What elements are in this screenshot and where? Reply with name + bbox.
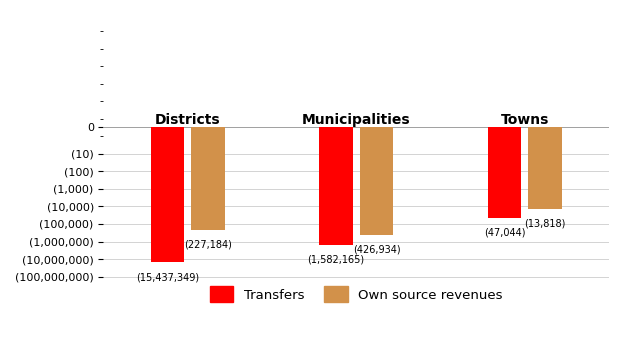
- Text: (15,437,349): (15,437,349): [136, 272, 199, 282]
- Bar: [150, 127, 184, 263]
- Bar: [528, 127, 562, 209]
- Legend: Transfers, Own source revenues: Transfers, Own source revenues: [204, 281, 508, 307]
- Text: Municipalities: Municipalities: [302, 113, 411, 127]
- Text: Districts: Districts: [155, 113, 220, 127]
- Text: (426,934): (426,934): [353, 245, 400, 254]
- Bar: [191, 127, 225, 230]
- Text: (13,818): (13,818): [524, 218, 565, 229]
- Text: (47,044): (47,044): [484, 228, 525, 238]
- Bar: [319, 127, 353, 245]
- Text: (227,184): (227,184): [184, 240, 232, 250]
- Bar: [359, 127, 393, 235]
- Text: (1,582,165): (1,582,165): [308, 255, 364, 265]
- Bar: [488, 127, 522, 218]
- Text: Towns: Towns: [500, 113, 549, 127]
